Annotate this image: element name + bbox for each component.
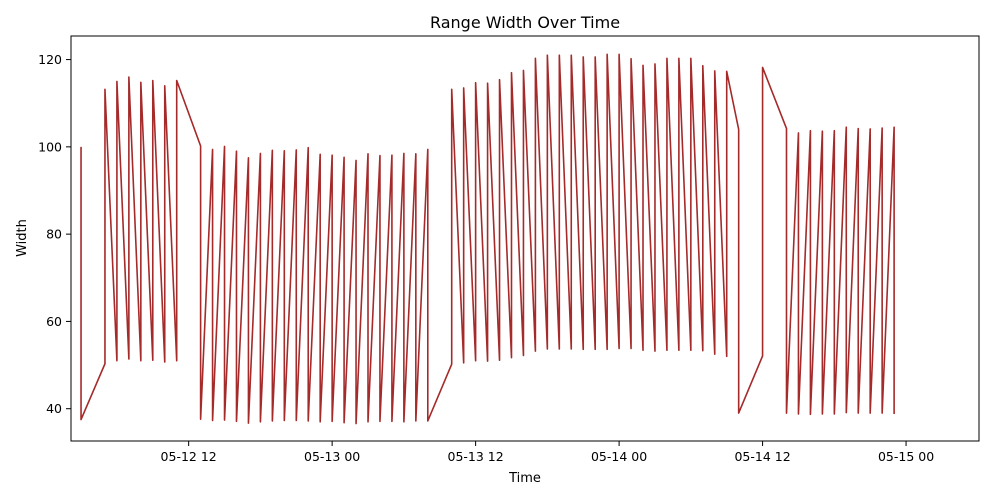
x-axis-label: Time (508, 471, 541, 486)
y-tick-label: 100 (38, 139, 62, 154)
x-tick-label: 05-12 12 (161, 449, 217, 464)
x-tick-label: 05-15 00 (878, 449, 934, 464)
x-tick-label: 05-13 12 (448, 449, 504, 464)
y-tick-label: 60 (46, 314, 62, 329)
y-tick-label: 80 (46, 227, 62, 242)
y-axis-label: Width (15, 219, 30, 257)
x-tick-label: 05-13 00 (304, 449, 360, 464)
y-tick-label: 40 (46, 401, 62, 416)
y-tick-label: 120 (38, 52, 62, 67)
chart-title: Range Width Over Time (430, 13, 620, 32)
x-tick-label: 05-14 12 (734, 449, 790, 464)
x-tick-label: 05-14 00 (591, 449, 647, 464)
series-line-0 (80, 53, 895, 425)
plot-frame (70, 35, 980, 442)
